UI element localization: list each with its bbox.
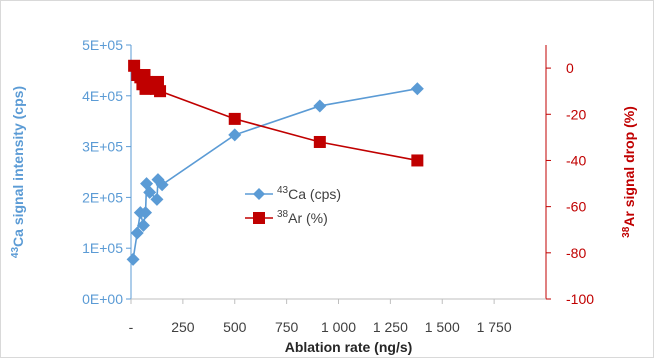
x-tick-label: 1 250 xyxy=(373,319,408,335)
x-tick-label: 750 xyxy=(275,319,299,335)
left-tick-label: 4E+05 xyxy=(82,88,123,104)
legend-ar-sup: 38 xyxy=(277,209,289,220)
legend-ca-name: Ca (cps) xyxy=(288,186,341,202)
right-tick-label: -100 xyxy=(566,291,594,307)
ca-point xyxy=(143,185,157,199)
right-tick-label: -60 xyxy=(566,199,586,215)
right-tick-label: 0 xyxy=(566,60,574,76)
ar-point xyxy=(228,112,241,125)
ar-point xyxy=(151,75,164,88)
right-tick-label: -20 xyxy=(566,106,586,122)
ar-point xyxy=(140,75,153,88)
x-axis-title: Ablation rate (ng/s) xyxy=(285,339,413,355)
series-layer xyxy=(126,59,424,266)
legend-ar-label: 38Ar (%) xyxy=(277,209,328,226)
ar-point xyxy=(313,135,326,148)
ca-point xyxy=(150,192,164,206)
ar-point xyxy=(411,154,424,167)
legend-ar-name: Ar (%) xyxy=(288,210,328,226)
x-tick-label: 1 500 xyxy=(425,319,460,335)
right-tick-label: -40 xyxy=(566,152,586,168)
left-tick-label: 2E+05 xyxy=(82,189,123,205)
left-y-title-sup: 43 xyxy=(10,247,21,259)
right-y-axis-title: 38Ar signal drop (%) xyxy=(621,106,637,238)
left-tick-label: 3E+05 xyxy=(82,139,123,155)
x-tick-label: 1 000 xyxy=(321,319,356,335)
legend-ca-marker xyxy=(253,188,265,200)
x-tick-label: - xyxy=(129,319,134,335)
series-ca-line xyxy=(132,87,418,260)
legend-ar-marker xyxy=(253,212,265,224)
x-tick-label: 1 750 xyxy=(477,319,512,335)
ca-point xyxy=(136,218,150,232)
legend: 43Ca (cps) 38Ar (%) xyxy=(245,185,341,226)
ca-point xyxy=(410,82,424,96)
ca-point xyxy=(313,99,327,113)
axis-titles: Ablation rate (ng/s)43Ca signal intensit… xyxy=(10,86,637,355)
ar-point xyxy=(154,85,167,98)
ca-point xyxy=(139,206,153,220)
left-tick-label: 1E+05 xyxy=(82,240,123,256)
x-tick-label: 250 xyxy=(171,319,195,335)
left-tick-label: 0E+00 xyxy=(82,291,123,307)
ca-point xyxy=(130,226,144,240)
ca-point xyxy=(228,128,242,142)
ca-point xyxy=(155,178,169,192)
legend-ca-sup: 43 xyxy=(277,185,289,196)
left-y-axis-title: 43Ca signal intensity (cps) xyxy=(10,86,26,258)
right-y-title-sup: 38 xyxy=(621,226,632,238)
x-tick-label: 500 xyxy=(223,319,247,335)
series-ar-line xyxy=(133,65,418,162)
legend-ca-label: 43Ca (cps) xyxy=(277,185,341,202)
ca-point xyxy=(126,252,140,266)
ar-point xyxy=(128,59,141,72)
left-y-title-main: Ca signal intensity (cps) xyxy=(10,86,26,247)
right-tick-label: -80 xyxy=(566,245,586,261)
right-y-title-main: Ar signal drop (%) xyxy=(621,106,637,227)
left-tick-label: 5E+05 xyxy=(82,37,123,53)
axes: 0E+00 1E+05 2E+05 3E+05 4E+05 5E+05 -100 -80 -60… xyxy=(82,37,594,335)
